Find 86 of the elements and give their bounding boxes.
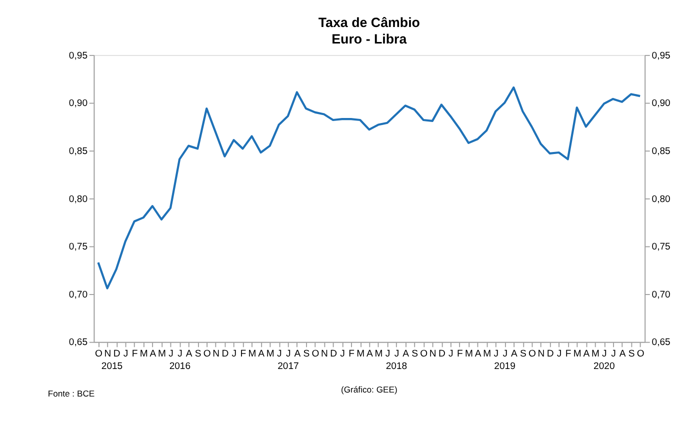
x-tick-label: M (356, 348, 365, 360)
x-tick-label: M (573, 348, 582, 360)
x2-tick-label: 2019 (494, 361, 516, 372)
x-tick-label: M (266, 348, 274, 360)
x-tick-label: J (502, 348, 508, 360)
x-tick-label: O (95, 348, 102, 360)
x-tick-label: A (402, 348, 410, 360)
x-tick-label: D (222, 348, 229, 360)
x-tick-label: M (483, 348, 492, 360)
x2-tick-label: 2017 (278, 361, 299, 372)
x-tick-label: D (113, 348, 120, 360)
y2-tick-label: 0,85 (652, 146, 670, 157)
y-tick-label: 0,65 (68, 337, 88, 348)
x-tick-label: F (348, 348, 355, 360)
x-tick-label: F (132, 348, 138, 360)
x-tick-label: N (212, 348, 220, 360)
x-tick-label: J (602, 348, 608, 360)
x-tick-label: M (591, 348, 600, 360)
x-tick-label: J (611, 348, 616, 360)
x-tick-label: D (330, 348, 338, 360)
x-tick-label: O (636, 348, 644, 360)
x-tick-label: J (556, 348, 562, 360)
x-tick-label: J (448, 348, 454, 360)
x-tick-label: S (628, 348, 635, 360)
x-tick-label: A (294, 348, 302, 360)
x-tick-label: J (385, 348, 390, 360)
x-tick-label: J (494, 348, 499, 360)
x-tick-label: A (186, 348, 193, 360)
x2-tick-label: 2018 (386, 361, 408, 372)
y-tick-label: 0,90 (68, 98, 88, 110)
x2-tick-label: 2016 (169, 361, 191, 372)
x-tick-label: M (374, 348, 383, 360)
x-tick-label: A (619, 348, 626, 360)
x-tick-label: S (303, 348, 310, 360)
y2-tick-label: 0,70 (652, 289, 670, 300)
line-series (97, 86, 642, 290)
x-tick-label: N (104, 348, 112, 360)
x-tick-label: O (420, 348, 428, 360)
y2-tick-label: 0,80 (652, 194, 670, 205)
x2-tick-label: 2020 (594, 361, 615, 372)
x-tick-label: O (312, 348, 320, 360)
x-tick-label: S (194, 348, 202, 360)
chart-subtitle: Euro - Libra (332, 31, 408, 46)
x-tick-label: S (412, 348, 418, 360)
x-tick-label: A (583, 348, 590, 360)
x-tick-label: A (258, 348, 266, 360)
x-tick-label: F (240, 348, 246, 360)
x-tick-label: J (276, 348, 282, 360)
y2-tick-label: 0,90 (652, 98, 670, 110)
x-tick-label: F (457, 348, 464, 360)
x-tick-label: M (140, 348, 148, 360)
x-tick-label: J (123, 348, 128, 360)
x-tick-label: J (232, 348, 237, 360)
x-tick-label: A (366, 348, 374, 360)
x-tick-label: A (510, 348, 518, 360)
x-tick-label: J (168, 348, 174, 360)
x-tick-label: F (565, 348, 572, 360)
x-tick-label: N (538, 348, 545, 360)
chart-title: Taxa de Câmbio (318, 15, 420, 30)
x-tick-label: D (438, 348, 446, 360)
x-tick-label: J (178, 348, 183, 360)
x-tick-label: M (158, 348, 166, 360)
x-tick-label: S (520, 348, 526, 360)
y-tick-label: 0,95 (68, 50, 88, 62)
text: (Gráfico: GEE) (340, 384, 398, 395)
y2-tick-label: 0,75 (652, 242, 670, 253)
y-tick-label: 0,75 (68, 242, 88, 253)
x-tick-label: M (248, 348, 256, 360)
x-tick-label: M (465, 348, 474, 360)
x-tick-label: A (474, 348, 482, 360)
x-tick-label: N (429, 348, 436, 360)
x-tick-label: N (321, 348, 328, 360)
x-tick-label: O (528, 348, 536, 360)
x-tick-label: O (203, 348, 211, 360)
source-note: Fonte : BCE (48, 388, 95, 398)
x-tick-label: D (546, 348, 554, 360)
y-tick-label: 0,70 (68, 289, 88, 300)
x2-tick-label: 2015 (101, 361, 123, 372)
y-tick-label: 0,80 (68, 194, 88, 205)
y2-tick-label: 0,65 (652, 337, 670, 348)
y-tick-label: 0,85 (68, 146, 88, 157)
x-tick-label: J (340, 348, 346, 360)
x-tick-label: J (394, 348, 400, 360)
x-tick-label: A (150, 348, 157, 360)
y2-tick-label: 0,95 (652, 50, 670, 62)
x-tick-label: J (286, 348, 291, 360)
